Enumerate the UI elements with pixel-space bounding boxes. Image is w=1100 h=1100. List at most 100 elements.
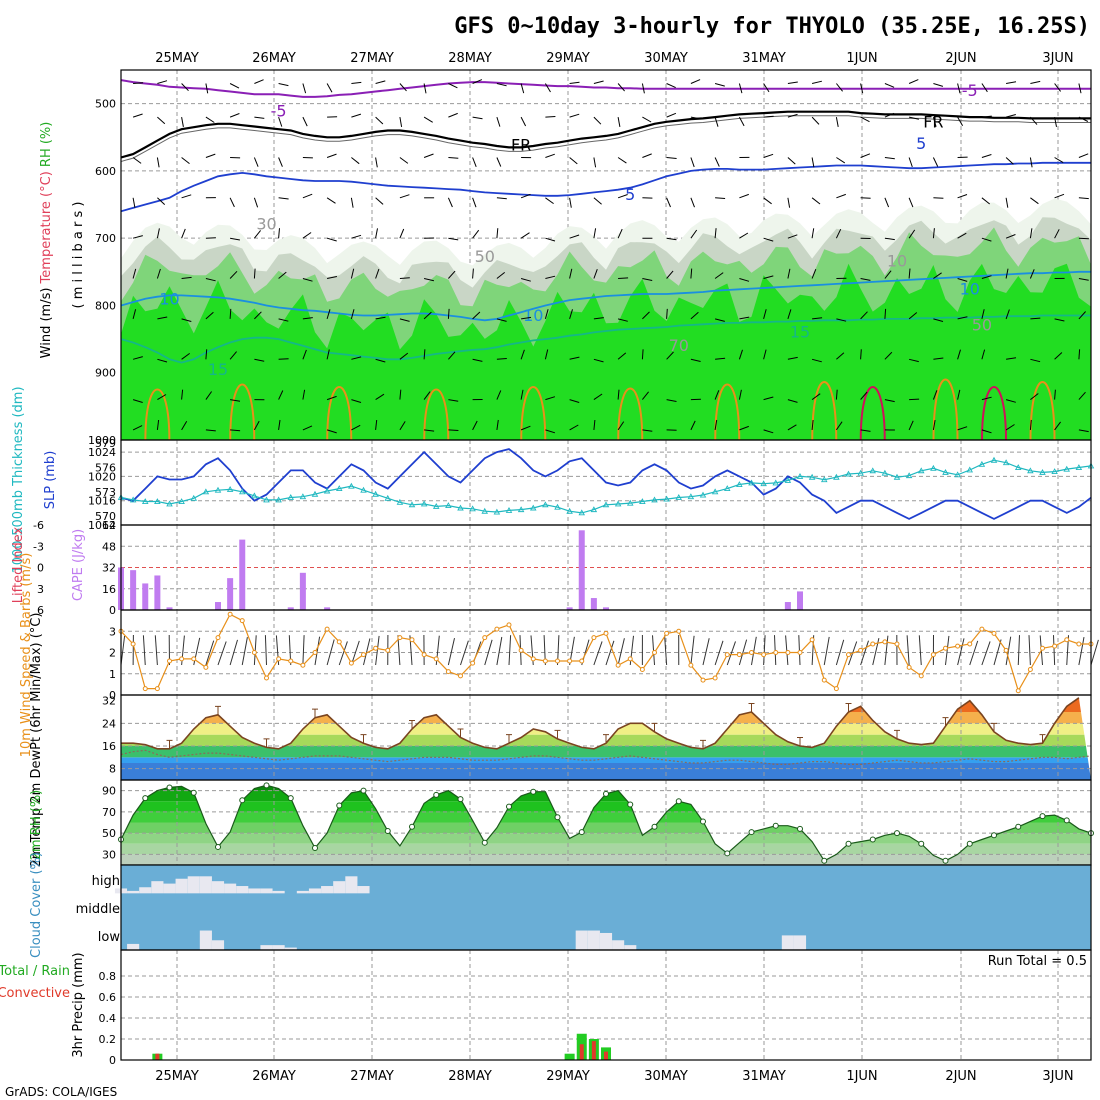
cape-tick-48: 48 [102,540,116,553]
wind-barb [812,317,823,320]
wind-barb [714,390,720,400]
wind-barb [375,116,384,125]
warm-contour-4 [520,386,547,440]
wind10m-barb [690,635,695,666]
thickness-point [384,494,392,501]
cloud-low-bar [612,940,625,950]
upper-ylabel-part: RH (%) [39,122,54,167]
wind-barb [981,396,992,401]
pressure-tick-700: 700 [95,232,116,245]
thickness-point [396,498,404,505]
rh-point [239,797,246,804]
thickness-point [820,476,828,483]
date-label-bottom-27MAY: 27MAY [350,1069,394,1084]
wind-barb [399,318,410,322]
label-rh50-b: 50 [972,316,992,335]
wind-barb [545,197,554,205]
li-ylabel: Lifted Index [11,526,26,603]
wind10m-point [918,673,924,679]
rh-point [433,791,440,798]
wind-barb [981,83,988,93]
wind-barb [957,116,964,127]
temp-minmax-whisker [651,722,658,732]
thickness-point [784,477,792,483]
wind-barb [787,197,791,208]
wind10m-point [179,656,185,662]
wind-barb [957,194,968,199]
wind-barb [811,228,815,239]
wind-barb [1054,421,1061,431]
wind-barb [884,399,895,403]
cape-bar [287,607,294,610]
thickness-point [251,492,258,499]
wind-barb [617,157,627,164]
wind10m-point [373,645,379,651]
pressure-tick-900: 900 [95,367,116,380]
temp-ylabel: 2m Temp 2m DewPt (6hr Min/Max) (°C) [29,613,44,868]
wind10m-barb [714,640,724,666]
precip-tick-0: 0 [109,1054,116,1067]
thickness-point [129,496,137,503]
wind-barb [811,419,814,430]
wind-barb [835,389,838,400]
rh-band-5 [121,801,1091,812]
wind-barb [326,349,330,360]
thickness-ylabel: 1000-500mb Thickness (dm) [11,386,26,573]
cape-bar [578,530,585,610]
wind-barb [545,237,556,242]
wind10m-point [894,641,900,647]
li-tick-3: 3 [37,583,44,596]
upper-ylabel-part: Wind (m/s) [39,288,54,359]
wind-barb [302,389,306,400]
precip-tick-0.4: 0.4 [99,1012,117,1025]
wind-barb [278,83,289,87]
rh-point [457,796,464,803]
rh-point [991,832,997,839]
wind-barb [181,228,186,239]
thickness-point [1002,459,1010,466]
temp-ylabel-part: 2m Temp 2m DewPt (6hr Min/Max) (°C) [29,613,44,868]
thickness-point [360,486,367,493]
temp-minmax-whisker [942,717,949,727]
wind-barb [860,153,871,158]
wind10m-barb [969,640,979,666]
thickness-point [699,491,707,498]
wind-barb [229,197,235,208]
wind-barb [932,228,935,239]
wind-barb [181,194,192,199]
wind-barb [156,157,160,168]
wind-barb [763,197,772,205]
wind-barb [981,349,986,360]
wind-barb [981,429,992,434]
wind10m-point [215,635,221,641]
wind-barb [302,116,308,127]
wind-barb [205,429,216,432]
wind10m-point [567,658,573,664]
wind-barb [375,268,380,279]
label-10-a: 10 [159,289,179,308]
wind10m-point [639,667,645,672]
wind-barb [302,278,313,282]
temp-minmax-whisker [457,728,464,738]
wind-barb [593,116,602,125]
label-minus5-a: -5 [962,81,978,100]
rh-tick-50: 50 [102,827,116,840]
wind10m-point [409,637,415,643]
li-tick-0: 0 [37,562,44,575]
wind-barb [617,318,628,322]
thickness-point [420,500,428,507]
wind10m-point [724,652,730,658]
wind-barb [739,425,749,431]
wind-barb [253,197,259,208]
date-label-bottom-29MAY: 29MAY [546,1069,590,1084]
wind10m-barb [460,640,469,666]
wind-barb [860,278,871,281]
temp-tick-24: 24 [102,717,116,730]
warm-contour-6 [714,383,741,440]
thickness-point [166,500,173,507]
wind-barb [690,116,701,120]
cloud-low-bar [781,935,794,950]
label-rh10: 10 [887,252,907,271]
wind-barb [957,349,961,360]
wind10m-point [421,652,427,658]
